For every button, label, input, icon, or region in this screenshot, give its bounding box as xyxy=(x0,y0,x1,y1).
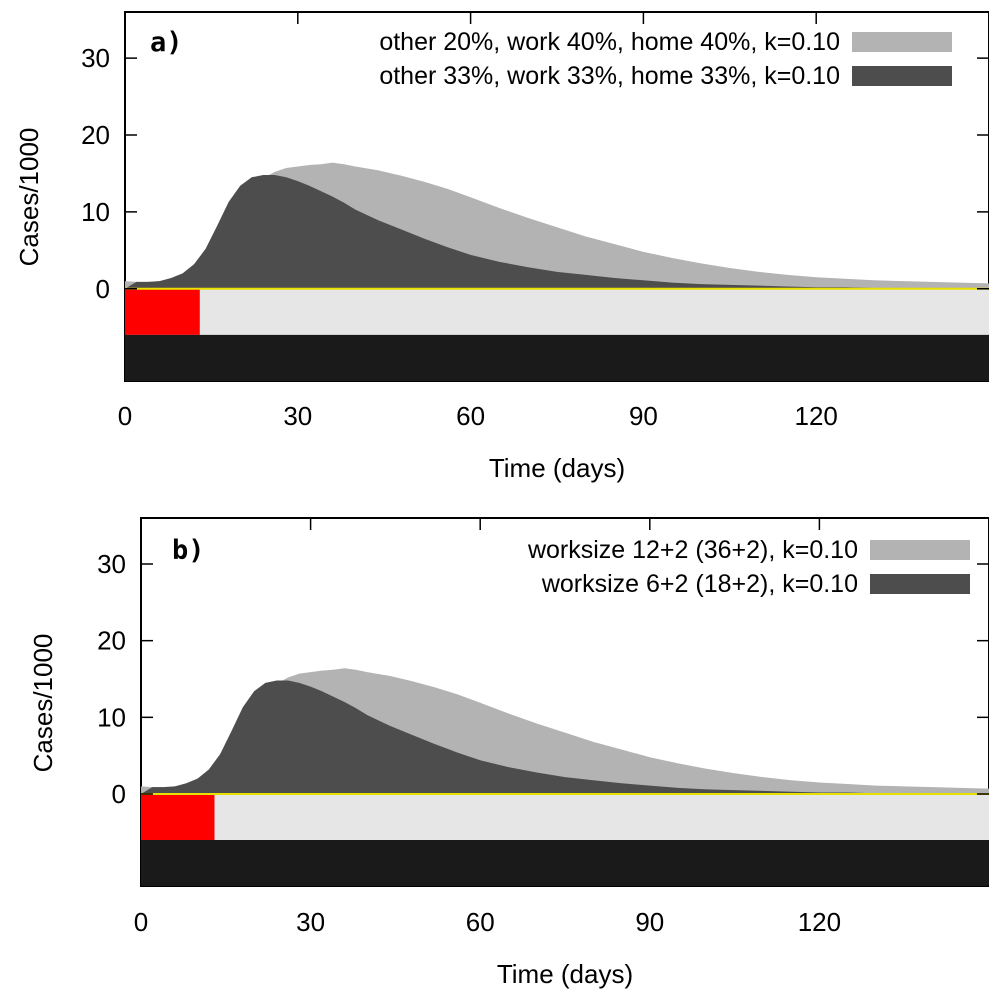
x-tick-label: 30 xyxy=(283,401,312,431)
panel-label: b) xyxy=(172,535,205,566)
x-tick-label: 120 xyxy=(798,907,841,937)
legend-entry-label: other 33%, work 33%, home 33%, k=0.10 xyxy=(379,62,840,90)
y-tick-label: 0 xyxy=(112,779,126,809)
series-area-1 xyxy=(125,174,989,289)
x-tick-label: 60 xyxy=(466,907,495,937)
band-segment-1 xyxy=(214,794,989,840)
x-tick-label: 30 xyxy=(296,907,325,937)
x-tick-label: 120 xyxy=(795,401,838,431)
panel-label: a) xyxy=(150,27,183,58)
x-tick-label: 0 xyxy=(118,401,132,431)
x-axis-title: Time (days) xyxy=(489,453,625,483)
series-area-1 xyxy=(141,680,989,794)
band-segment-0 xyxy=(125,288,200,335)
y-axis-title: Cases/1000 xyxy=(28,634,58,773)
y-tick-label: 10 xyxy=(97,702,126,732)
y-tick-label: 30 xyxy=(81,43,110,73)
legend-entry-label: worksize 12+2 (36+2), k=0.10 xyxy=(527,536,858,564)
legend-entry-label: other 20%, work 40%, home 40%, k=0.10 xyxy=(379,28,840,56)
x-tick-label: 90 xyxy=(635,907,664,937)
x-tick-label: 90 xyxy=(629,401,658,431)
band-segment-1 xyxy=(199,288,989,335)
x-tick-label: 60 xyxy=(456,401,485,431)
legend-entry-label: worksize 6+2 (18+2), k=0.10 xyxy=(541,570,858,598)
legend-swatch xyxy=(870,574,970,594)
bottom-band xyxy=(141,840,989,886)
x-axis-title: Time (days) xyxy=(497,959,633,989)
legend-swatch xyxy=(852,32,952,52)
legend-swatch xyxy=(852,66,952,86)
band-segment-0 xyxy=(141,794,215,840)
y-tick-label: 0 xyxy=(96,274,110,304)
y-tick-label: 20 xyxy=(97,626,126,656)
y-tick-label: 30 xyxy=(97,549,126,579)
y-tick-label: 20 xyxy=(81,120,110,150)
y-axis-title: Cases/1000 xyxy=(14,128,44,267)
panel-a: 0 30 60 90 120 0 10 20 30 a) other 20%, work 40%… xyxy=(14,11,989,483)
y-tick-label: 10 xyxy=(81,197,110,227)
legend-swatch xyxy=(870,540,970,560)
bottom-band xyxy=(125,334,989,381)
panel-b: 0 30 60 90 120 0 10 20 30 b) worksize 12+2 (36+2… xyxy=(28,517,989,989)
x-tick-label: 0 xyxy=(134,907,148,937)
